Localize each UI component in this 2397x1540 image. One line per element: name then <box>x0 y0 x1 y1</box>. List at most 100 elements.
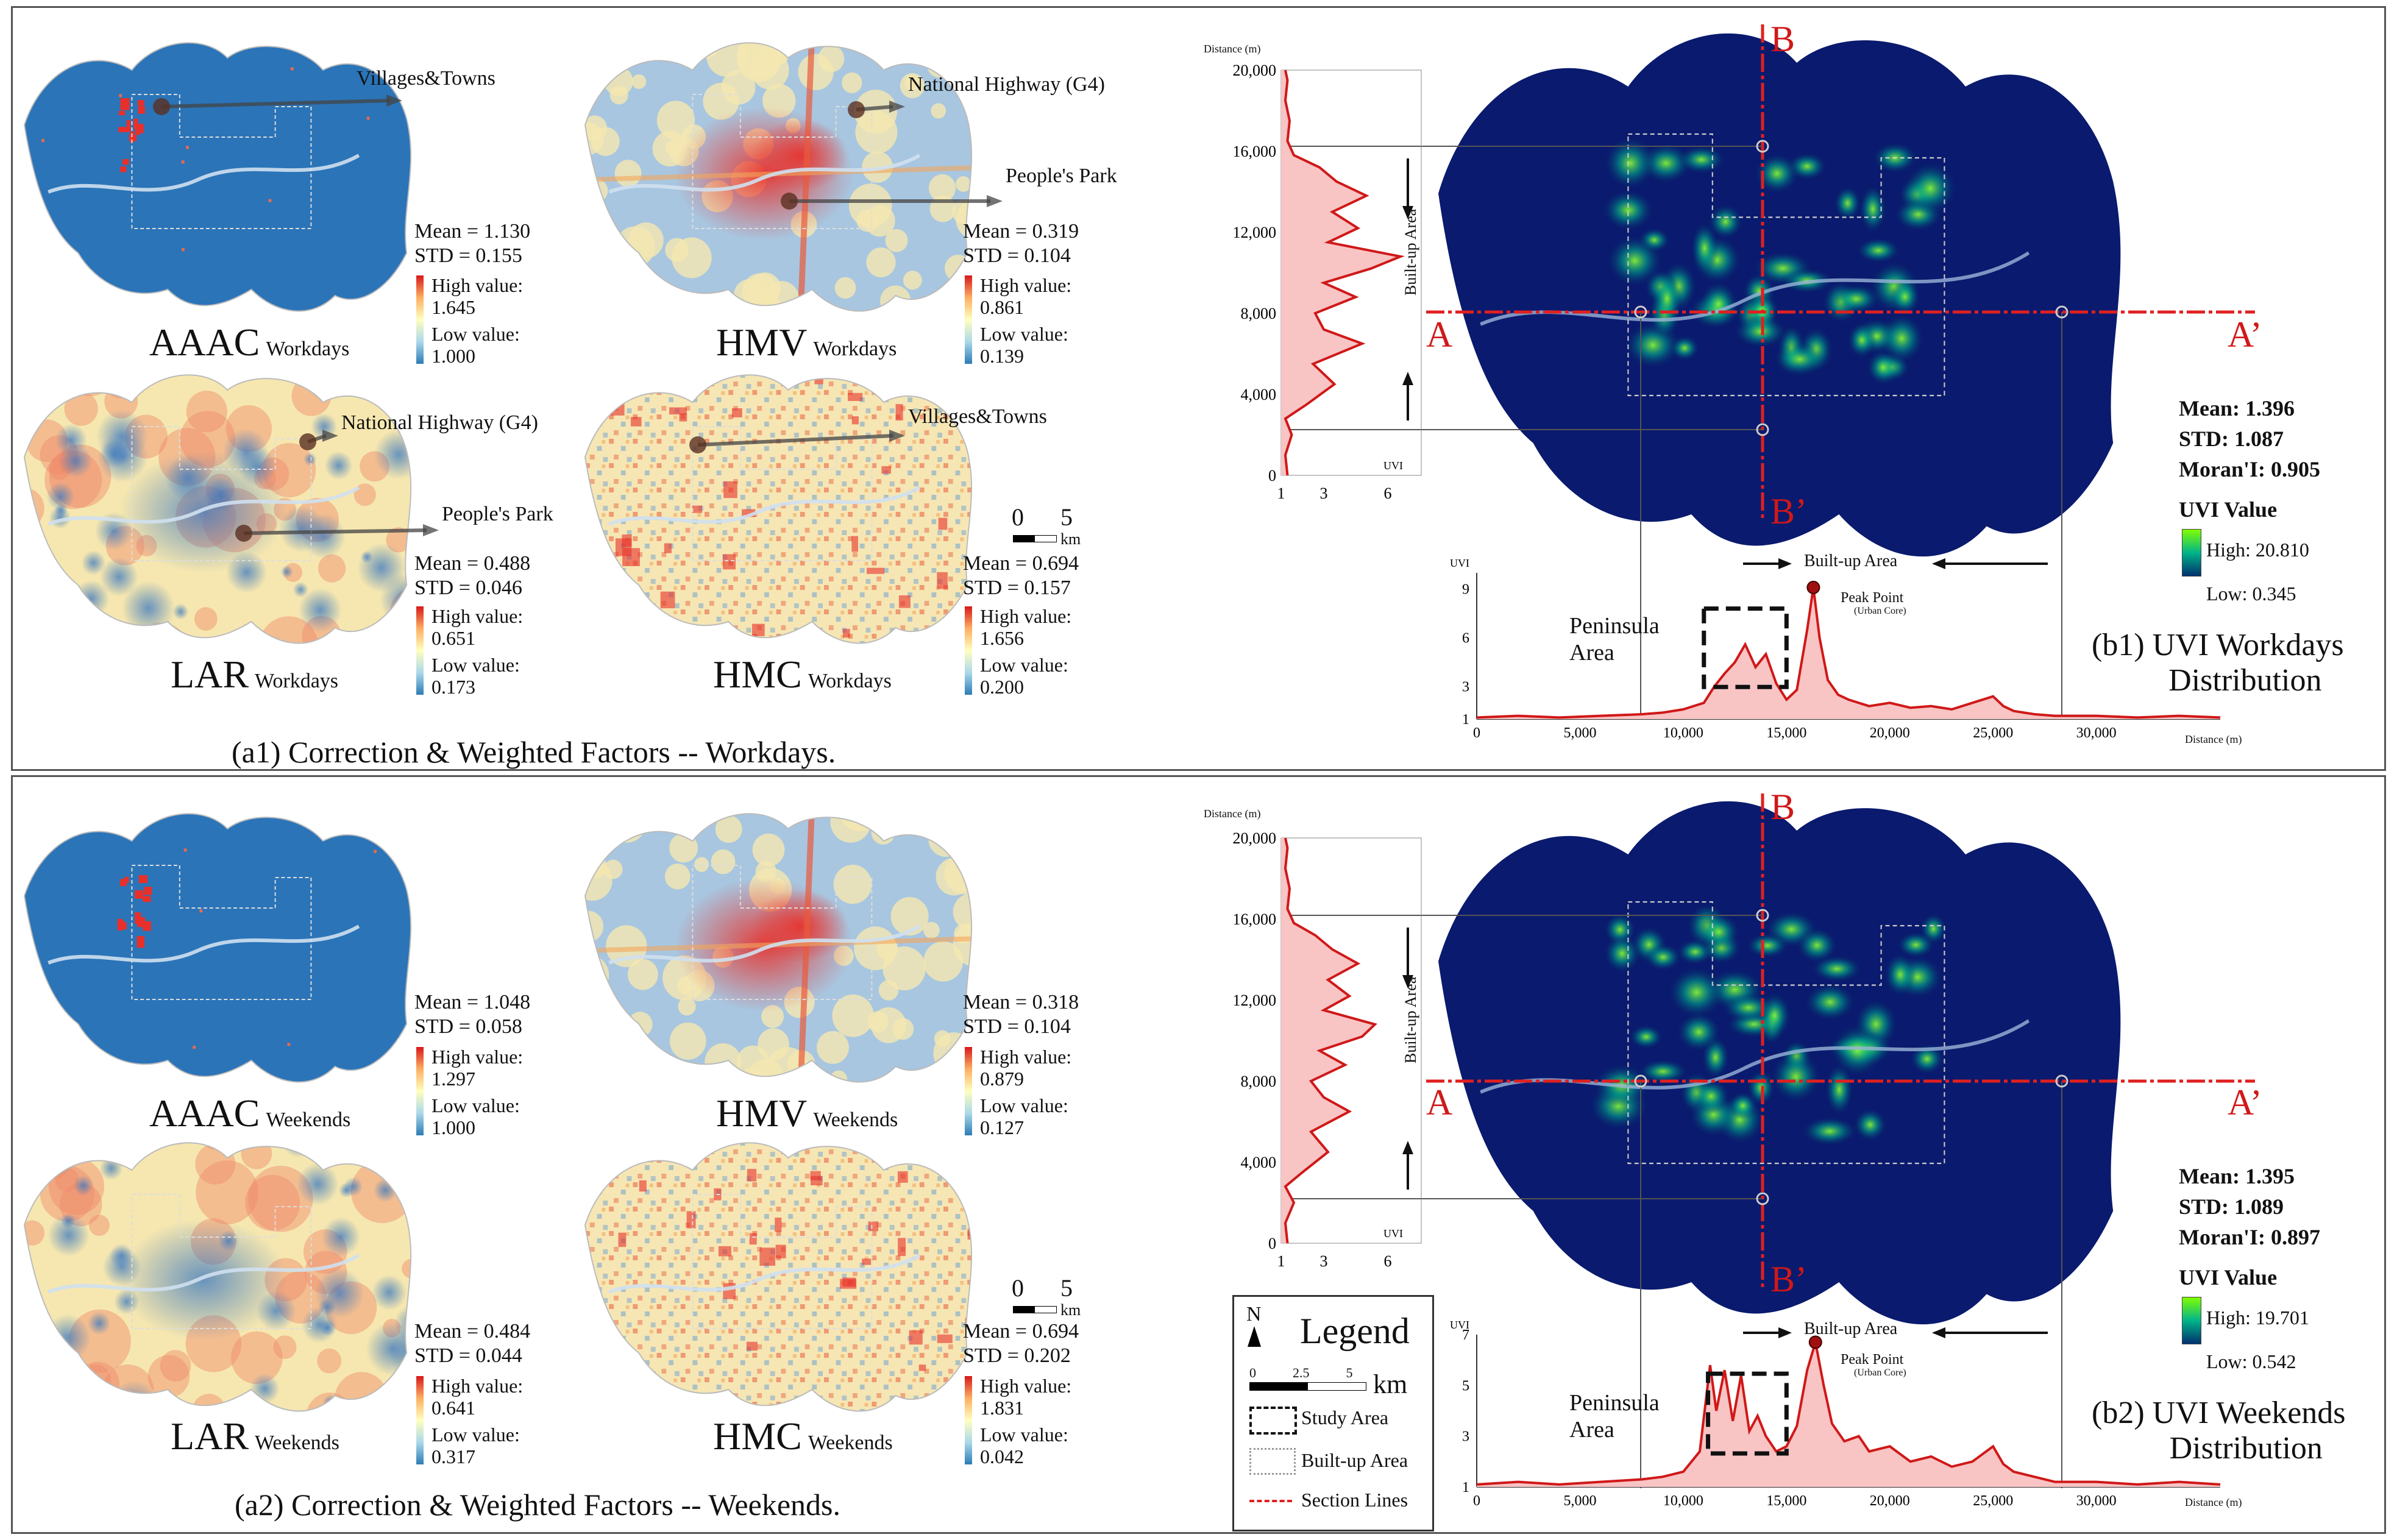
uvi-map-b2 <box>1438 801 2121 1325</box>
builtup-label-b1: Built-up Area <box>1804 552 1898 570</box>
gradient-hmc-workdays <box>965 606 972 695</box>
factor-map-lar-workdays <box>24 374 412 644</box>
annotation-marker <box>848 101 865 118</box>
legend-section-lines: Section Lines <box>1301 1489 1408 1511</box>
profile-xtick-a-b2: 25,000 <box>1973 1493 2013 1509</box>
annotation-marker <box>781 193 798 210</box>
section-a-b2: A <box>1426 1082 1453 1123</box>
legend-scale-unit: km <box>1373 1369 1408 1399</box>
profile-ytick-a-b2: 7 <box>1462 1327 1469 1343</box>
map-label-hmv-weekends: HMV Weekends <box>716 1091 898 1135</box>
stats-hmv-workdays: Mean = 0.319 STD = 0.104 <box>963 220 1079 267</box>
profile-xtick-a-b2: 20,000 <box>1870 1493 1910 1509</box>
scalebar-a2-unit: km <box>1060 1301 1081 1319</box>
builtup-v-arrow-head <box>1402 1141 1413 1154</box>
section-intersection-marker <box>1756 909 1769 922</box>
uvi-legend-values-b1: High: 20.810 Low: 0.345 <box>2206 539 2309 605</box>
vprofile-xtick-b-b1: 3 <box>1320 484 1328 502</box>
legend-title: Legend <box>1300 1311 1410 1351</box>
annotation-arrow-line <box>161 99 391 108</box>
annotation-villages-aaac: Villages&Towns <box>357 67 495 90</box>
profile-xtick-a-b2: 30,000 <box>2076 1493 2117 1509</box>
profile-ytick-a-b1: 1 <box>1462 712 1469 728</box>
annotation-villages-hmc: Villages&Towns <box>908 405 1047 428</box>
map-label-aaac-weekends: AAAC Weekends <box>149 1091 351 1135</box>
factor-map-hmv-workdays <box>584 42 973 312</box>
builtup-arrow-head <box>1778 1327 1792 1338</box>
section-intersection-marker <box>1634 1074 1647 1088</box>
peak-point-a-b2 <box>1808 1335 1822 1349</box>
vprofile-ytick-b-b1: 4,000 <box>1241 386 1277 403</box>
vprofile-ytick-b-b1: 20,000 <box>1233 62 1277 79</box>
profile-ytick-a-b1: 6 <box>1462 631 1469 647</box>
section-b-b2: B <box>1770 787 1795 827</box>
gradient-aaac-workdays <box>416 275 424 364</box>
factor-map-hmc-weekends <box>584 1142 973 1412</box>
scalebar-a1-bar <box>1013 535 1057 542</box>
vprofile-ytick-b-b1: 16,000 <box>1233 143 1277 160</box>
distance-axis-title-h-b2: Distance (m) <box>2185 1496 2242 1508</box>
vprofile-area-b-b1 <box>1281 70 1401 475</box>
annotation-arrow-head <box>423 524 439 536</box>
distance-axis-title-b1: Distance (m) <box>1204 43 1261 55</box>
legend-builtup-area: Built-up Area <box>1301 1449 1408 1471</box>
builtup-label-b2: Built-up Area <box>1804 1319 1898 1338</box>
profile-ytick-a-b2: 3 <box>1462 1429 1469 1445</box>
factor-map-lar-weekends <box>24 1142 412 1412</box>
peak-label-b2: Peak Point (Urban Core) <box>1841 1352 1906 1378</box>
builtup-v-arrow-head <box>1402 372 1413 385</box>
annotation-arrow-head <box>987 195 1003 207</box>
scalebar-a1-unit: km <box>1060 530 1081 548</box>
profile-xtick-a-b1: 30,000 <box>2076 725 2117 741</box>
peninsula-label-b1: Peninsula Area <box>1569 613 1660 665</box>
north-arrow-icon: N <box>1246 1303 1262 1325</box>
annotation-arrow-head <box>322 430 338 442</box>
annotation-marker <box>235 525 252 542</box>
stats-aaac-weekends: Mean = 1.048 STD = 0.058 <box>414 991 531 1038</box>
vprofile-xtick-b-b1: 1 <box>1277 484 1285 502</box>
builtup-arrow-head <box>1932 558 1945 569</box>
section-b-prime-b2: B’ <box>1770 1259 1807 1299</box>
section-intersection-marker <box>2055 305 2069 319</box>
vprofile-area-b-b2 <box>1281 838 1375 1243</box>
factor-map-aaac-workdays <box>24 42 412 312</box>
profile-xtick-a-b1: 5,000 <box>1563 725 1596 741</box>
profile-xtick-a-b1: 15,000 <box>1766 725 1806 741</box>
legend-lar-workdays: High value: 0.651 Low value: 0.173 <box>431 605 524 698</box>
legend-hmv-workdays: High value: 0.861 Low value: 0.139 <box>980 274 1072 367</box>
vprofile-xtick-b-b1: 6 <box>1384 484 1392 502</box>
vprofile-ytick-b-b2: 4,000 <box>1241 1154 1277 1171</box>
gradient-hmv-weekends <box>965 1047 972 1135</box>
map-label-lar-workdays: LAR Workdays <box>171 653 339 696</box>
profile-xtick-a-b1: 0 <box>1473 725 1480 741</box>
uvi-map-b1 <box>1438 33 2121 557</box>
peak-label-b1: Peak Point (Urban Core) <box>1841 590 1906 616</box>
map-label-lar-weekends: LAR Weekends <box>171 1414 339 1458</box>
map-label-hmc-weekends: HMC Weekends <box>713 1414 893 1458</box>
factor-map-aaac-weekends <box>24 813 412 1083</box>
annotation-marker <box>299 433 316 450</box>
north-arrow-shape-icon <box>1248 1326 1261 1347</box>
builtup-arrow-head <box>1932 1327 1945 1338</box>
distance-axis-title-b2: Distance (m) <box>1204 807 1261 820</box>
distance-axis-title-h-b1: Distance (m) <box>2185 733 2242 745</box>
title-b1: (b1) UVI Workdays Distribution <box>2092 628 2344 698</box>
annotation-arrow-head <box>889 101 905 113</box>
builtup-v-arrow-head <box>1402 206 1413 219</box>
annotation-arrow-line <box>697 434 893 447</box>
profile-ylabel-a-b2: UVI <box>1450 1319 1469 1331</box>
annotation-marker <box>153 98 170 115</box>
legend-study-area: Study Area <box>1301 1407 1389 1428</box>
caption-a2: (a2) Correction & Weighted Factors -- We… <box>235 1488 840 1522</box>
map-label-hmv-workdays: HMV Workdays <box>716 321 897 364</box>
uvi-legend-values-b2: High: 19.701 Low: 0.542 <box>2206 1307 2309 1372</box>
peak-point-a-b1 <box>1806 581 1820 594</box>
stats-b1: Mean: 1.396 STD: 1.087 Moran'I: 0.905 <box>2179 396 2320 481</box>
legend-hmc-workdays: High value: 1.656 Low value: 0.200 <box>980 605 1072 698</box>
profile-xtick-a-b2: 5,000 <box>1563 1493 1596 1509</box>
stats-hmv-weekends: Mean = 0.318 STD = 0.104 <box>963 991 1079 1038</box>
legend-scale-labels: 0 2.5 5 <box>1249 1365 1353 1380</box>
profile-ytick-a-b1: 9 <box>1462 582 1469 598</box>
